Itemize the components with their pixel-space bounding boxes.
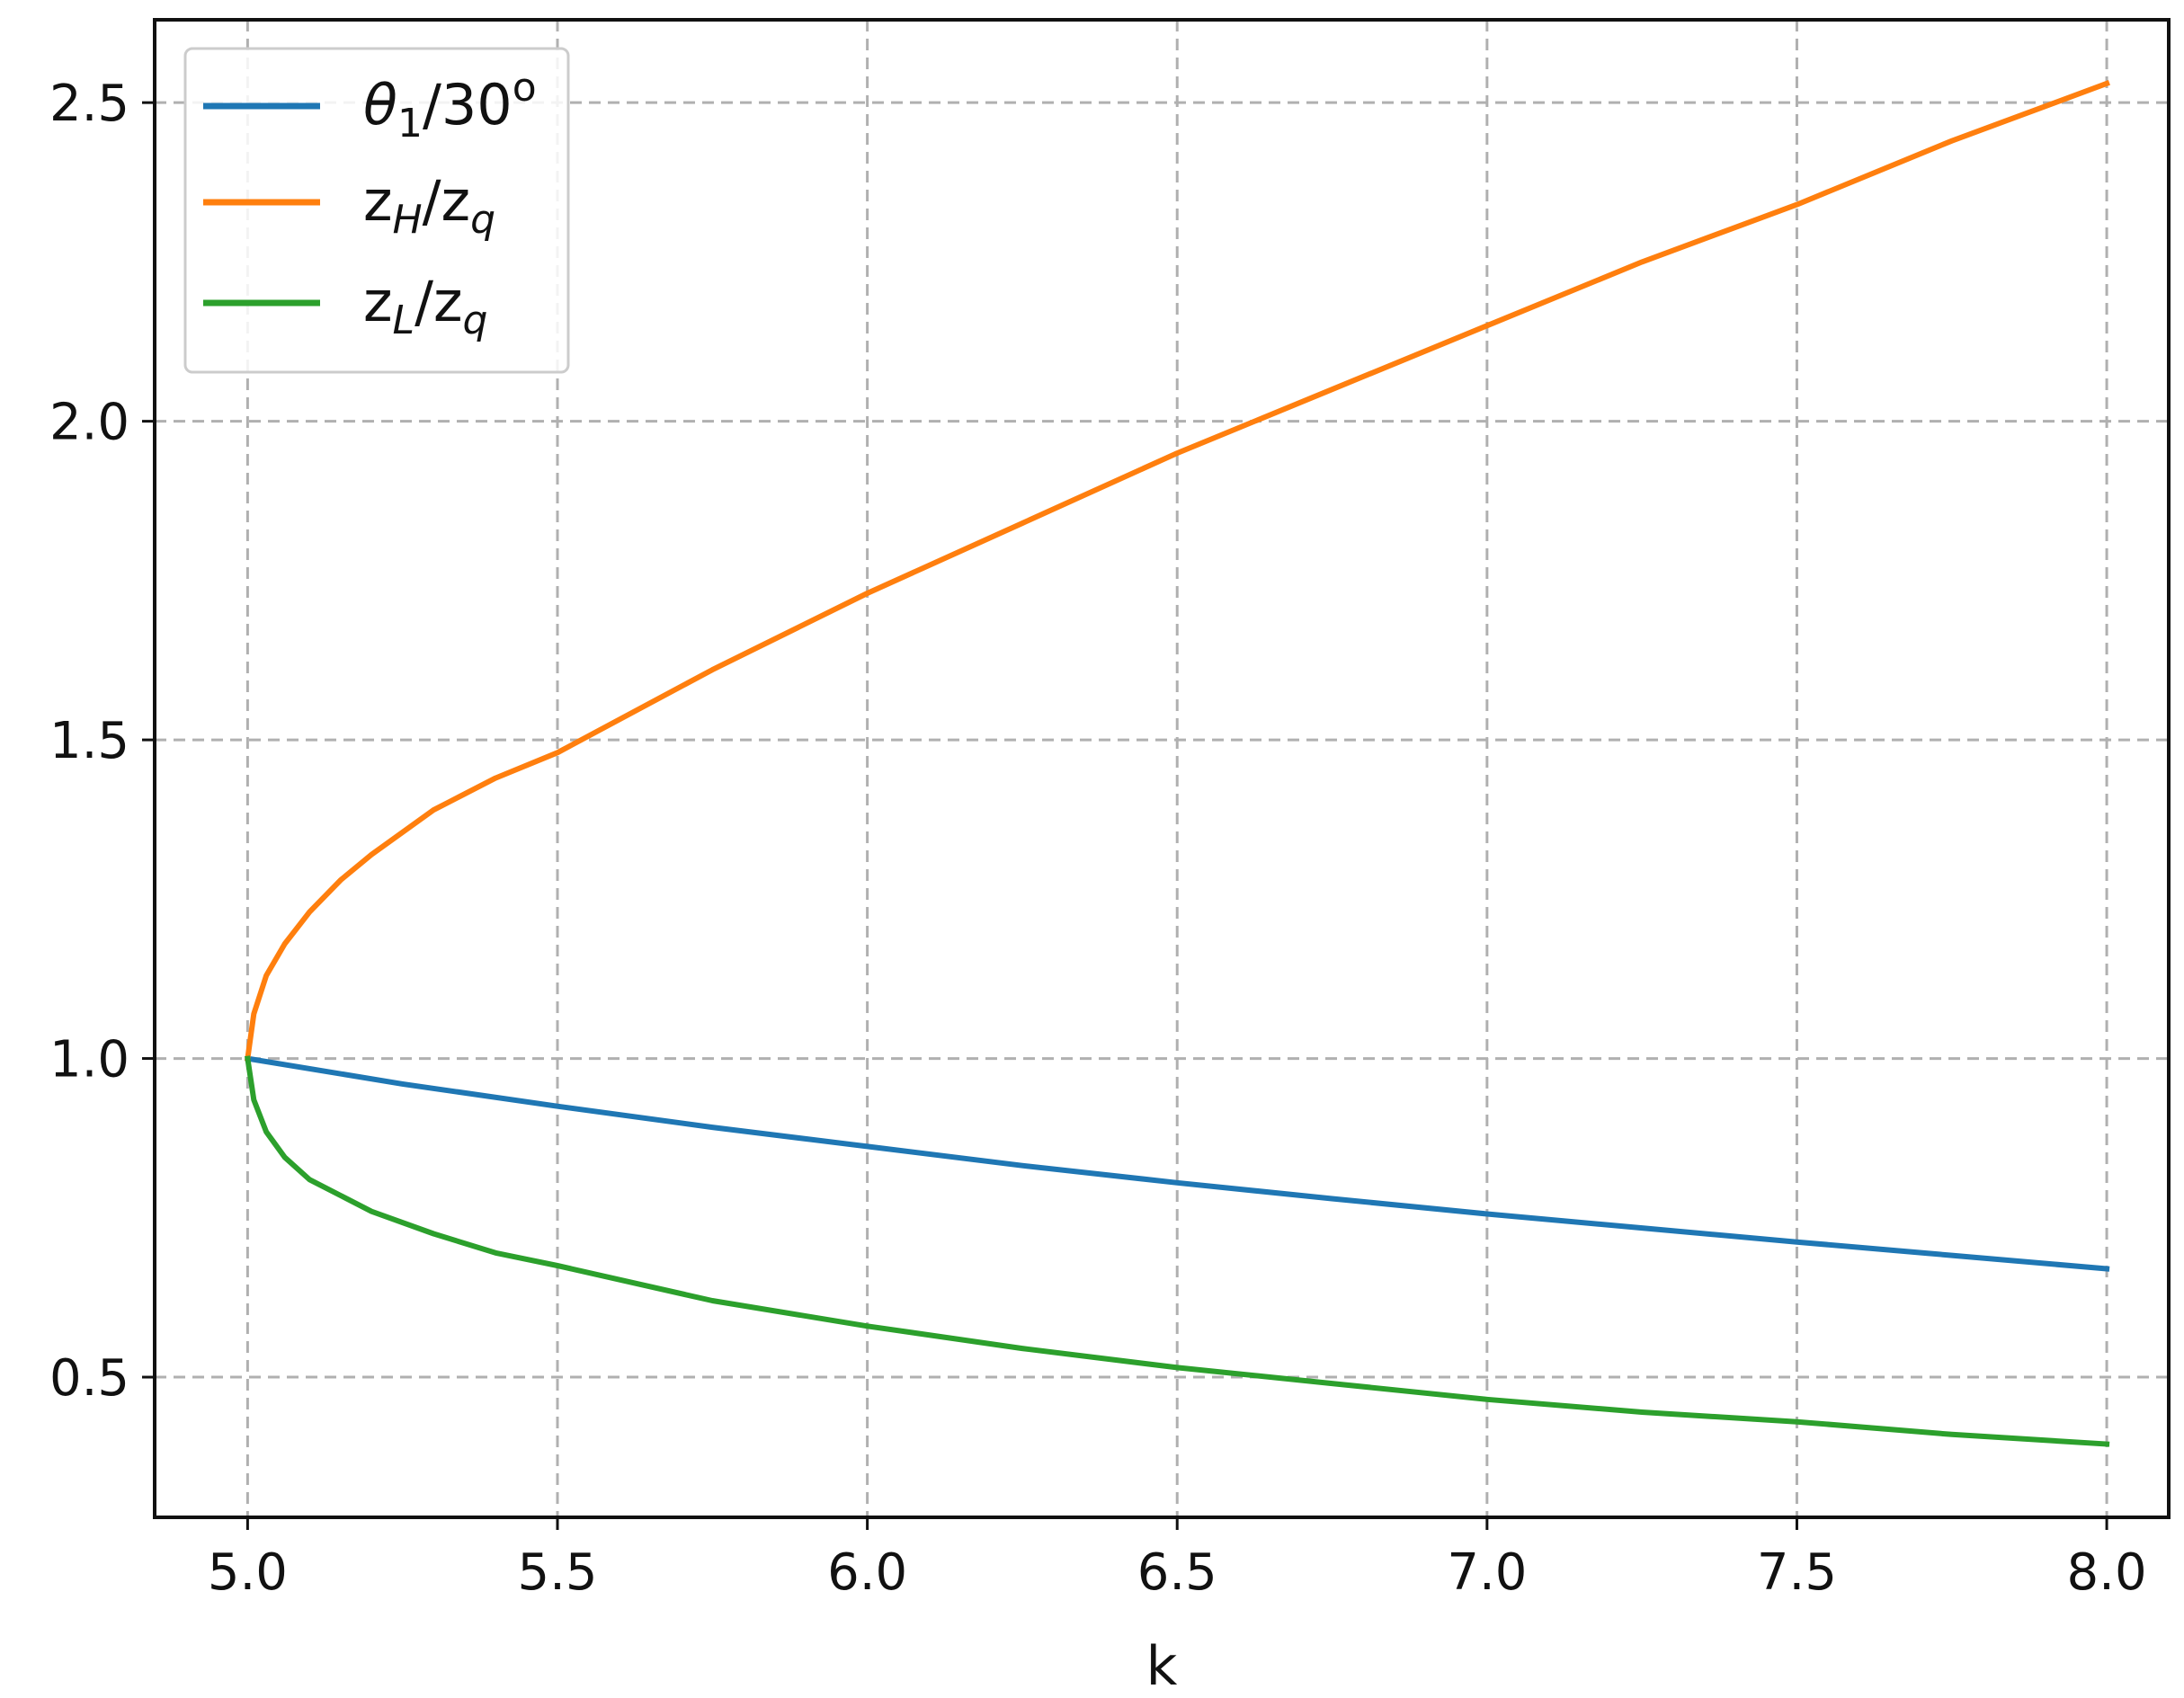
y-tick-label: 2.5 [49, 75, 129, 133]
axis-ticks: 5.0 5.5 6.0 6.5 7.0 7.5 8.0 0.5 1.0 1.5 2.0 2.5 [49, 75, 2147, 1602]
y-tick-label: 1.5 [49, 712, 129, 770]
y-tick-label: 2.0 [49, 394, 129, 452]
x-tick-label: 8.0 [2067, 1543, 2147, 1602]
legend-label-3: zL/zq [363, 269, 487, 343]
y-tick-label: 0.5 [49, 1349, 129, 1408]
x-tick-label: 6.5 [1137, 1543, 1217, 1602]
x-axis-label: k [1146, 1635, 1178, 1698]
x-tick-label: 5.0 [208, 1543, 288, 1602]
x-tick-label: 5.5 [517, 1543, 597, 1602]
x-tick-label: 7.5 [1757, 1543, 1837, 1602]
legend-label-2: zH/zq [363, 168, 495, 243]
x-tick-label: 7.0 [1447, 1543, 1527, 1602]
series-line-1 [244, 1055, 2110, 1272]
legend-label-1: θ1/30o [363, 65, 537, 147]
series-line-2 [245, 80, 2110, 1062]
legend: θ1/30o zH/zq zL/zq [183, 47, 570, 374]
series-lines [244, 80, 2110, 1447]
legend-box [183, 47, 570, 374]
series-line-3 [244, 1055, 2110, 1447]
y-tick-label: 1.0 [49, 1031, 129, 1089]
plot-frame [153, 18, 2171, 1519]
x-tick-label: 6.0 [827, 1543, 907, 1602]
